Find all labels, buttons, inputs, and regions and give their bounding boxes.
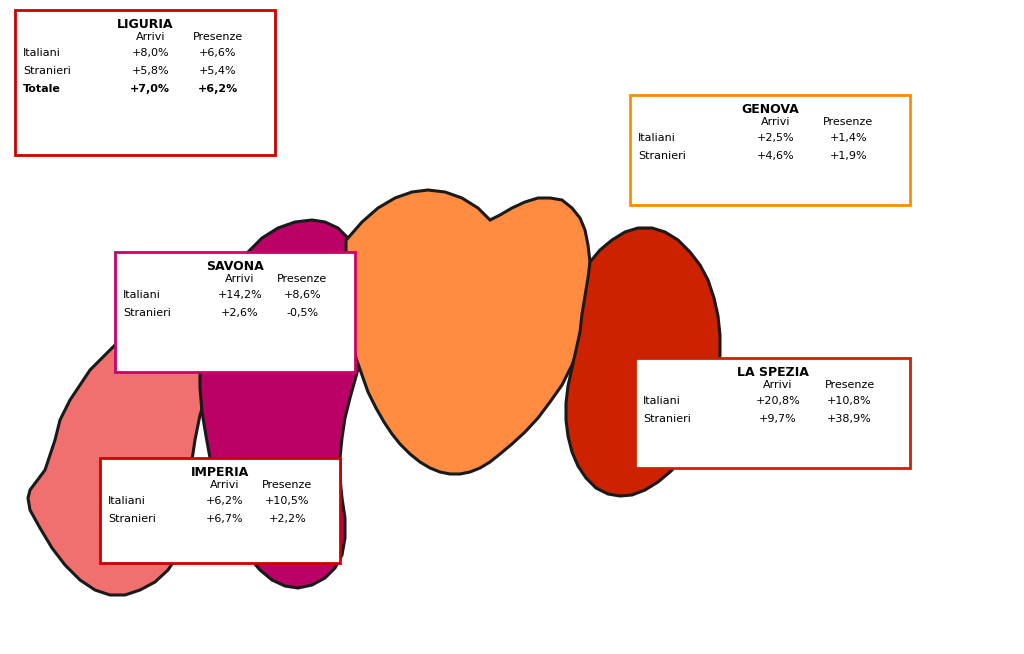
Text: +6,7%: +6,7% (206, 514, 244, 524)
Text: +5,4%: +5,4% (199, 66, 237, 76)
Text: +5,8%: +5,8% (131, 66, 169, 76)
FancyBboxPatch shape (115, 252, 355, 372)
Text: +20,8%: +20,8% (756, 396, 801, 406)
FancyBboxPatch shape (15, 10, 275, 155)
Text: Arrivi: Arrivi (763, 380, 793, 390)
Text: Italiani: Italiani (643, 396, 681, 406)
Text: Stranieri: Stranieri (23, 66, 71, 76)
Text: Presenze: Presenze (824, 380, 874, 390)
Text: SAVONA: SAVONA (206, 260, 264, 273)
Text: GENOVA: GENOVA (741, 103, 799, 116)
Text: Arrivi: Arrivi (135, 32, 165, 42)
Text: +1,4%: +1,4% (829, 133, 867, 143)
Text: +7,0%: +7,0% (130, 84, 170, 94)
FancyBboxPatch shape (100, 458, 340, 563)
Text: +4,6%: +4,6% (757, 151, 795, 161)
Text: Presenze: Presenze (823, 117, 873, 127)
Polygon shape (566, 228, 720, 496)
Text: Arrivi: Arrivi (225, 274, 255, 284)
Text: Stranieri: Stranieri (638, 151, 686, 161)
Polygon shape (346, 190, 590, 474)
Text: +8,0%: +8,0% (131, 48, 169, 58)
Text: Presenze: Presenze (262, 480, 312, 490)
Text: +10,5%: +10,5% (265, 496, 309, 506)
Text: +6,2%: +6,2% (206, 496, 244, 506)
Text: +9,7%: +9,7% (759, 414, 797, 424)
Text: Totale: Totale (23, 84, 60, 94)
Text: Stranieri: Stranieri (643, 414, 691, 424)
Text: IMPERIA: IMPERIA (190, 466, 249, 479)
FancyBboxPatch shape (630, 95, 910, 205)
Text: +6,2%: +6,2% (198, 84, 238, 94)
Text: +6,6%: +6,6% (199, 48, 237, 58)
Text: -0,5%: -0,5% (286, 308, 318, 318)
Text: Presenze: Presenze (278, 274, 328, 284)
Text: LIGURIA: LIGURIA (117, 18, 173, 31)
Text: +14,2%: +14,2% (217, 290, 262, 300)
Text: Italiani: Italiani (123, 290, 161, 300)
Text: Stranieri: Stranieri (108, 514, 156, 524)
Text: Arrivi: Arrivi (210, 480, 240, 490)
Text: Italiani: Italiani (23, 48, 60, 58)
Text: LA SPEZIA: LA SPEZIA (736, 366, 808, 379)
Text: Italiani: Italiani (108, 496, 145, 506)
Text: Presenze: Presenze (193, 32, 243, 42)
Text: +10,8%: +10,8% (827, 396, 871, 406)
Text: Stranieri: Stranieri (123, 308, 171, 318)
Text: +2,5%: +2,5% (757, 133, 795, 143)
FancyBboxPatch shape (635, 358, 910, 468)
Text: +2,6%: +2,6% (221, 308, 259, 318)
Text: +1,9%: +1,9% (829, 151, 867, 161)
Text: +38,9%: +38,9% (827, 414, 871, 424)
Polygon shape (200, 220, 372, 588)
Text: +2,2%: +2,2% (268, 514, 306, 524)
Text: +8,6%: +8,6% (284, 290, 321, 300)
Text: Italiani: Italiani (638, 133, 676, 143)
Polygon shape (28, 295, 222, 595)
Text: Arrivi: Arrivi (761, 117, 791, 127)
